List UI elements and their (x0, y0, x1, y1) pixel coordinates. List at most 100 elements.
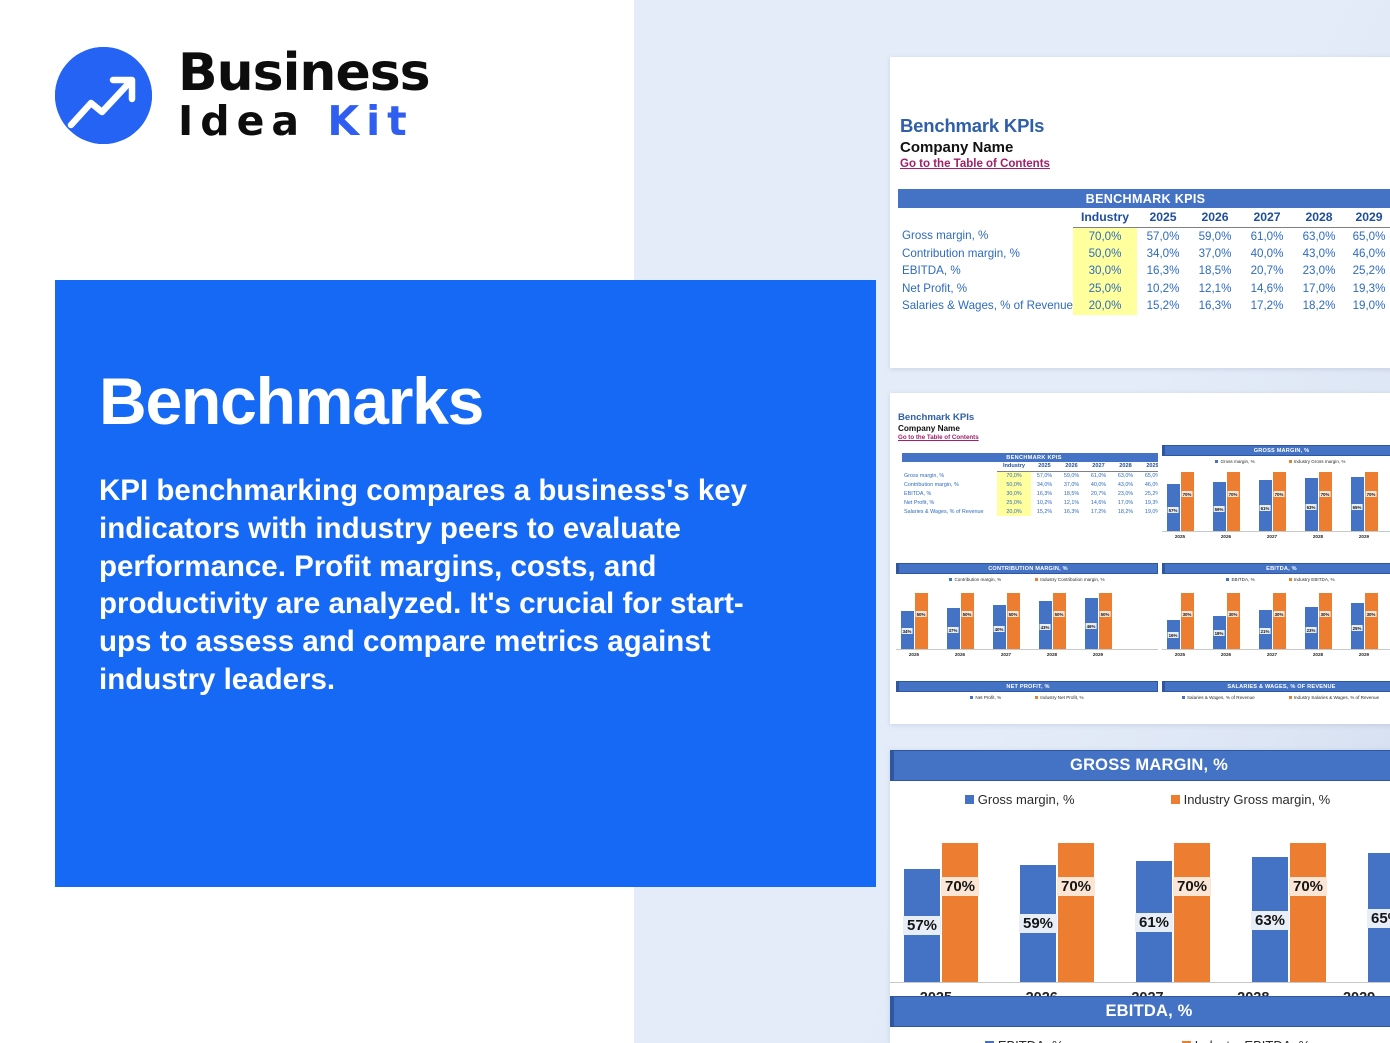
legend-item-industry: Industry Gross margin, % (1170, 792, 1330, 807)
large-chart-ebitda-header[interactable]: EBITDA, % EBITDA, % Industry EBITDA, % (890, 996, 1390, 1043)
bar-data-label: 59% (1213, 506, 1225, 512)
legend-label-industry: Industry Salaries & Wages, % of Revenue (1293, 695, 1380, 700)
chart-title-band: EBITDA, % (890, 996, 1390, 1027)
row-year-value: 19,3% (1352, 281, 1386, 295)
row-year-value: 57,0% (1146, 229, 1180, 243)
bar-company: 23% (1304, 607, 1318, 650)
sheet-subheading: Company Name (898, 424, 960, 433)
bar-data-label: 30% (1319, 611, 1331, 617)
large-chart-gross-margin[interactable]: GROSS MARGIN, % Gross margin, % Industry G… (890, 750, 1390, 1006)
table-row: Contribution margin, % 50,0% 34,0% 37,0% 40,… (902, 480, 1158, 489)
chart-legend: Gross margin, % Industry Gross margin, % (890, 792, 1390, 807)
bar-company: 61% (1134, 861, 1174, 983)
table-column-header-row: Industry 2025 2026 2027 2028 2029 (902, 462, 1158, 472)
row-year-value: 19,0% (1144, 508, 1158, 515)
mini-chart-contribution-margin[interactable]: CONTRIBUTION MARGIN, % Contribution margi… (896, 563, 1158, 681)
legend-item-company: Gross margin, % (1215, 459, 1255, 464)
bar-company: 65% (1366, 853, 1390, 983)
bar-industry: 30% (1364, 593, 1378, 650)
bar-data-label: 61% (1134, 913, 1174, 932)
table-of-contents-link[interactable]: Go to the Table of Contents (900, 158, 1050, 170)
spreadsheet-card-bottom[interactable]: GROSS MARGIN, % Gross margin, % Industry G… (890, 750, 1390, 1043)
legend-label-industry: Industry Gross margin, % (1293, 459, 1346, 464)
legend-swatch-company-icon (949, 578, 953, 581)
row-year-value: 65,0% (1144, 472, 1158, 479)
bar-group: 21% 30% (1257, 582, 1287, 650)
column-header: 2025 (1031, 462, 1058, 472)
row-year-value: 23,0% (1302, 264, 1336, 278)
bar-industry: 70% (1056, 843, 1096, 983)
bar-data-label: 63% (1250, 911, 1290, 930)
bar-company: 61% (1258, 480, 1272, 532)
bar-industry: 70% (1180, 472, 1194, 532)
legend-label-company: Contribution margin, % (954, 577, 1002, 582)
chart-legend: EBITDA, % Industry EBITDA, % (1162, 577, 1390, 582)
bar-data-label: 70% (1288, 877, 1328, 896)
bar-company: 43% (1038, 601, 1052, 650)
table-of-contents-link[interactable]: Go to the Table of Contents (898, 434, 979, 441)
brand-logo: Business Idea Kit (55, 47, 431, 144)
table-row: EBITDA, % 30,0% 16,3% 18,5% 20,7% 23,0% 25,2% (902, 489, 1158, 498)
mini-chart-ebitda[interactable]: EBITDA, % EBITDA, % Industry EBITDA, % 16% 3… (1158, 563, 1390, 681)
row-year-value: 57,0% (1036, 472, 1053, 479)
chart-legend: Net Profit, % Industry Net Profit, % (896, 695, 1158, 700)
bar-data-label: 70% (1172, 877, 1212, 896)
x-axis-tick-label: 2028 (1046, 652, 1058, 657)
bar-data-label: 57% (1167, 507, 1179, 513)
mini-chart-salaries-wages[interactable]: SALARIES & WAGES, % OF REVENUE Salaries &… (1158, 681, 1390, 724)
spreadsheet-card-top[interactable]: Benchmark KPIs Company Name Go to the Ta… (890, 57, 1390, 368)
bar-group: 34% 50% (899, 582, 929, 650)
bar-industry: 70% (1226, 472, 1240, 532)
bar-data-label: 70% (1273, 491, 1285, 497)
legend-label-company: Gross margin, % (1220, 459, 1255, 464)
bar-industry: 50% (914, 593, 928, 650)
row-label: Net Profit, % (904, 499, 935, 506)
sheet-header: Benchmark KPIs Company Name Go to the Ta… (890, 57, 1390, 170)
table-band-title: BENCHMARK KPIS (902, 453, 1158, 462)
row-year-value: 12,1% (1063, 499, 1080, 506)
x-axis-tick-label: 2026 (1220, 534, 1232, 539)
row-industry-value: 50,0% (1073, 244, 1137, 262)
bar-data-label: 70% (1227, 491, 1239, 497)
brand-wordmark: Business Idea Kit (178, 47, 431, 144)
chart-title-band: GROSS MARGIN, % (1162, 445, 1390, 456)
table-body-mid: BENCHMARK KPIS Industry 2025 2026 2027 2028 20… (902, 453, 1158, 516)
row-label: Net Profit, % (902, 281, 968, 295)
bar-industry: 70% (1272, 472, 1286, 532)
mini-chart-gross-margin[interactable]: GROSS MARGIN, % Gross margin, % Industry G… (1158, 445, 1390, 563)
column-header (898, 208, 1073, 227)
bar-data-label: 21% (1259, 628, 1271, 634)
bar-data-label: 50% (961, 611, 973, 617)
x-axis-tick-label: 2026 (1220, 652, 1232, 657)
bar-data-label: 25% (1351, 625, 1363, 631)
chart-title-band: CONTRIBUTION MARGIN, % (896, 563, 1158, 574)
hero-panel: Benchmarks KPI benchmarking compares a b… (55, 280, 876, 887)
spreadsheet-card-middle[interactable]: Benchmark KPIs Company Name Go to the Ta… (890, 393, 1390, 724)
mini-chart-net-profit[interactable]: NET PROFIT, % Net Profit, % Industry Net P… (896, 681, 1158, 724)
bar-industry: 70% (1364, 472, 1378, 532)
chart-title-band: EBITDA, % (1162, 563, 1390, 574)
chart-title-band: NET PROFIT, % (896, 681, 1158, 692)
row-year-value: 61,0% (1250, 229, 1284, 243)
legend-item-company: Net Profit, % (970, 695, 1001, 700)
bar-industry: 70% (1288, 843, 1328, 983)
bar-company: 16% (1166, 620, 1180, 650)
row-industry-value: 50,0% (997, 480, 1031, 489)
legend-label-company: Salaries & Wages, % of Revenue (1186, 695, 1255, 700)
legend-swatch-company-icon (984, 1041, 994, 1043)
legend-label-industry: Industry Net Profit, % (1040, 695, 1084, 700)
row-label: EBITDA, % (904, 490, 932, 497)
table-column-header-row: Industry 2025 2026 2027 2028 2029 (898, 208, 1390, 228)
bar-industry: 30% (1226, 593, 1240, 650)
bar-group: 59% 70% (1018, 823, 1096, 983)
bar-data-label: 59% (1018, 914, 1058, 933)
bar-data-label: 18% (1213, 630, 1225, 636)
x-axis-labels: 2025 2026 2027 2028 2029 (896, 650, 1158, 657)
row-year-value: 15,2% (1146, 299, 1180, 313)
row-year-value: 63,0% (1302, 229, 1336, 243)
sheet-heading: Benchmark KPIs (900, 115, 1045, 136)
bar-group: 16% 30% (1165, 582, 1195, 650)
bar-company: 34% (900, 611, 914, 650)
column-header: 2027 (1241, 208, 1293, 228)
legend-swatch-industry-icon (1035, 578, 1039, 581)
